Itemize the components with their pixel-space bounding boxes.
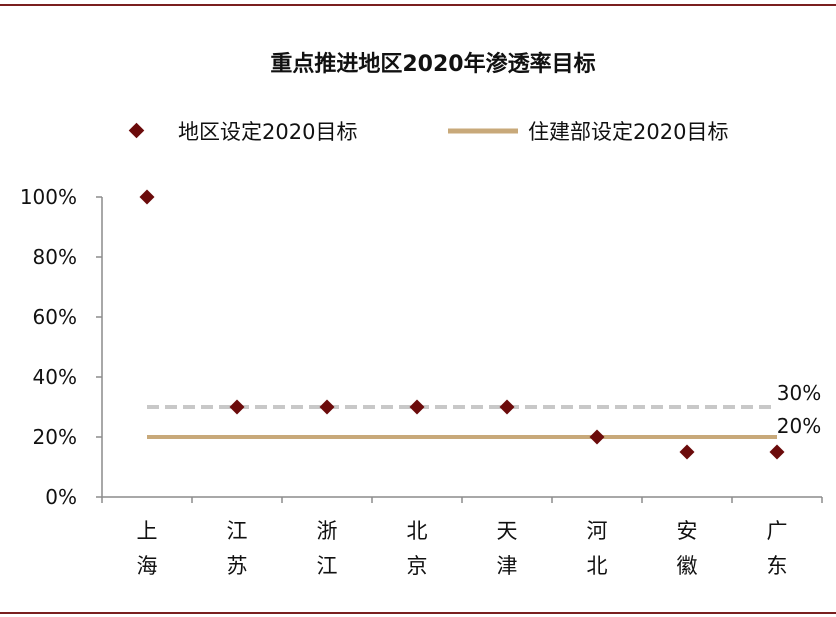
x-category-label: 河 <box>587 519 608 543</box>
data-point-diamond <box>769 444 785 460</box>
x-category-label: 东 <box>767 554 788 578</box>
data-point-diamond <box>499 399 515 415</box>
y-tick-label: 80% <box>33 245 77 269</box>
y-tick-label: 100% <box>20 185 77 209</box>
y-tick-label: 60% <box>33 305 77 329</box>
x-category-label: 苏 <box>227 554 248 578</box>
data-points <box>139 189 785 460</box>
legend: 地区设定2020目标 住建部设定2020目标 <box>128 120 728 144</box>
x-category-label: 北 <box>587 554 608 578</box>
y-tick-label: 40% <box>33 365 77 389</box>
x-category-label: 安 <box>677 519 698 543</box>
top-rule <box>0 4 836 6</box>
reference-labels: 30%20% <box>777 381 821 438</box>
x-category-label: 海 <box>137 554 158 578</box>
legend-marker-diamond <box>128 122 145 139</box>
data-point-diamond <box>409 399 425 415</box>
x-category-label: 江 <box>227 519 248 543</box>
x-category-label: 徽 <box>677 554 698 578</box>
x-category-label: 江 <box>317 554 338 578</box>
x-category-label: 天 <box>497 519 518 543</box>
y-tick-label: 0% <box>45 485 77 509</box>
reference-label-30: 30% <box>777 381 821 405</box>
reference-label-20: 20% <box>777 414 821 438</box>
x-category-label: 浙 <box>317 519 338 543</box>
x-category-label: 广 <box>767 519 788 543</box>
x-category-label: 北 <box>407 519 428 543</box>
data-point-diamond <box>229 399 245 415</box>
data-point-diamond <box>679 444 695 460</box>
data-point-diamond <box>139 189 155 205</box>
legend-label-region-target: 地区设定2020目标 <box>178 120 357 144</box>
data-point-diamond <box>589 429 605 445</box>
x-category-label: 津 <box>497 554 518 578</box>
reference-lines <box>147 405 777 439</box>
axes: 0% 20% 40% 60% 80% 100% <box>20 185 823 509</box>
legend-label-ministry-target: 住建部设定2020目标 <box>528 120 728 144</box>
x-category-label: 上 <box>137 519 158 543</box>
bottom-rule <box>0 612 836 614</box>
chart-title: 重点推进地区2020年渗透率目标 <box>270 51 595 77</box>
x-category-label: 京 <box>407 554 428 578</box>
data-point-diamond <box>319 399 335 415</box>
y-tick-label: 20% <box>33 425 77 449</box>
